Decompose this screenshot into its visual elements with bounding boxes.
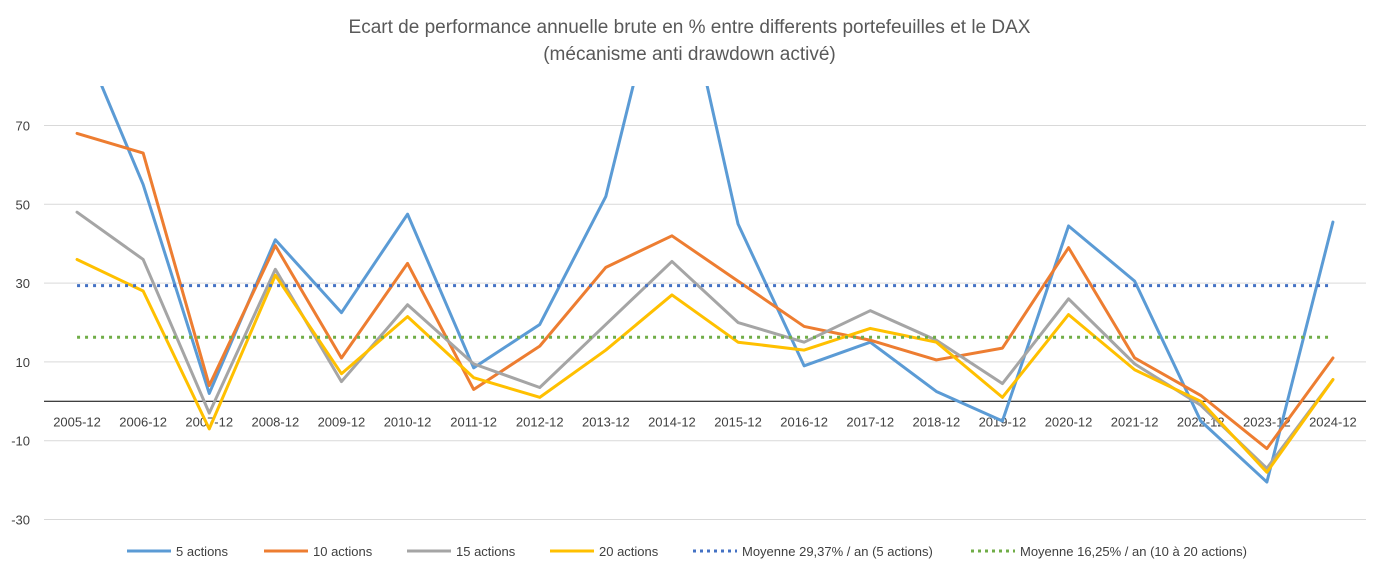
x-tick-label: 2009-12: [318, 414, 366, 429]
x-tick-label: 2011-12: [450, 414, 497, 429]
chart-subtitle: (mécanisme anti drawdown activé): [543, 44, 836, 65]
x-tick-label: 2007-12: [185, 414, 233, 429]
x-tick-label: 2016-12: [780, 414, 828, 429]
chart-title: Ecart de performance annuelle brute en %…: [349, 17, 1031, 38]
y-axis-tick-labels: -30 -10 10 30 50 70: [11, 119, 30, 528]
legend-label: 15 actions: [456, 544, 516, 559]
x-tick-label: 2021-12: [1111, 414, 1159, 429]
x-tick-label: 2015-12: [714, 414, 762, 429]
x-tick-label: 2024-12: [1309, 414, 1357, 429]
x-tick-label: 2006-12: [119, 414, 167, 429]
legend-label: 20 actions: [599, 544, 659, 559]
x-tick-label: 2013-12: [582, 414, 630, 429]
x-axis-tick-labels: 2005-12 2006-12 2007-12 2008-12 2009-12 2010-…: [53, 414, 1357, 429]
y-tick-label: 70: [16, 119, 30, 134]
y-tick-label: 10: [16, 355, 30, 370]
x-tick-label: 2014-12: [648, 414, 696, 429]
x-tick-label: 2020-12: [1045, 414, 1093, 429]
legend: 5 actions 10 actions 15 actions 20 actions M…: [127, 544, 1247, 559]
legend-label: Moyenne 29,37% / an (5 actions): [742, 544, 933, 559]
x-tick-label: 2008-12: [251, 414, 299, 429]
y-tick-label: 30: [16, 276, 30, 291]
y-tick-label: -30: [11, 513, 30, 528]
x-tick-label: 2018-12: [912, 414, 960, 429]
x-tick-label: 2010-12: [384, 414, 432, 429]
x-tick-label: 2017-12: [846, 414, 894, 429]
series-1-line: [100, 86, 1335, 484]
x-tick-label: 2023-12: [1243, 414, 1291, 429]
series-4-line: [75, 257, 1335, 474]
legend-label: 10 actions: [313, 544, 373, 559]
series-3-line: [75, 210, 1335, 470]
gridlines: [44, 125, 1366, 520]
legend-label: 5 actions: [176, 544, 229, 559]
series-lines: [75, 86, 1335, 484]
series-2-line: [75, 131, 1335, 451]
y-tick-label: -10: [11, 434, 30, 449]
legend-label: Moyenne 16,25% / an (10 à 20 actions): [1020, 544, 1247, 559]
y-tick-label: 50: [16, 197, 30, 212]
x-tick-label: 2012-12: [516, 414, 564, 429]
x-tick-label: 2005-12: [53, 414, 101, 429]
